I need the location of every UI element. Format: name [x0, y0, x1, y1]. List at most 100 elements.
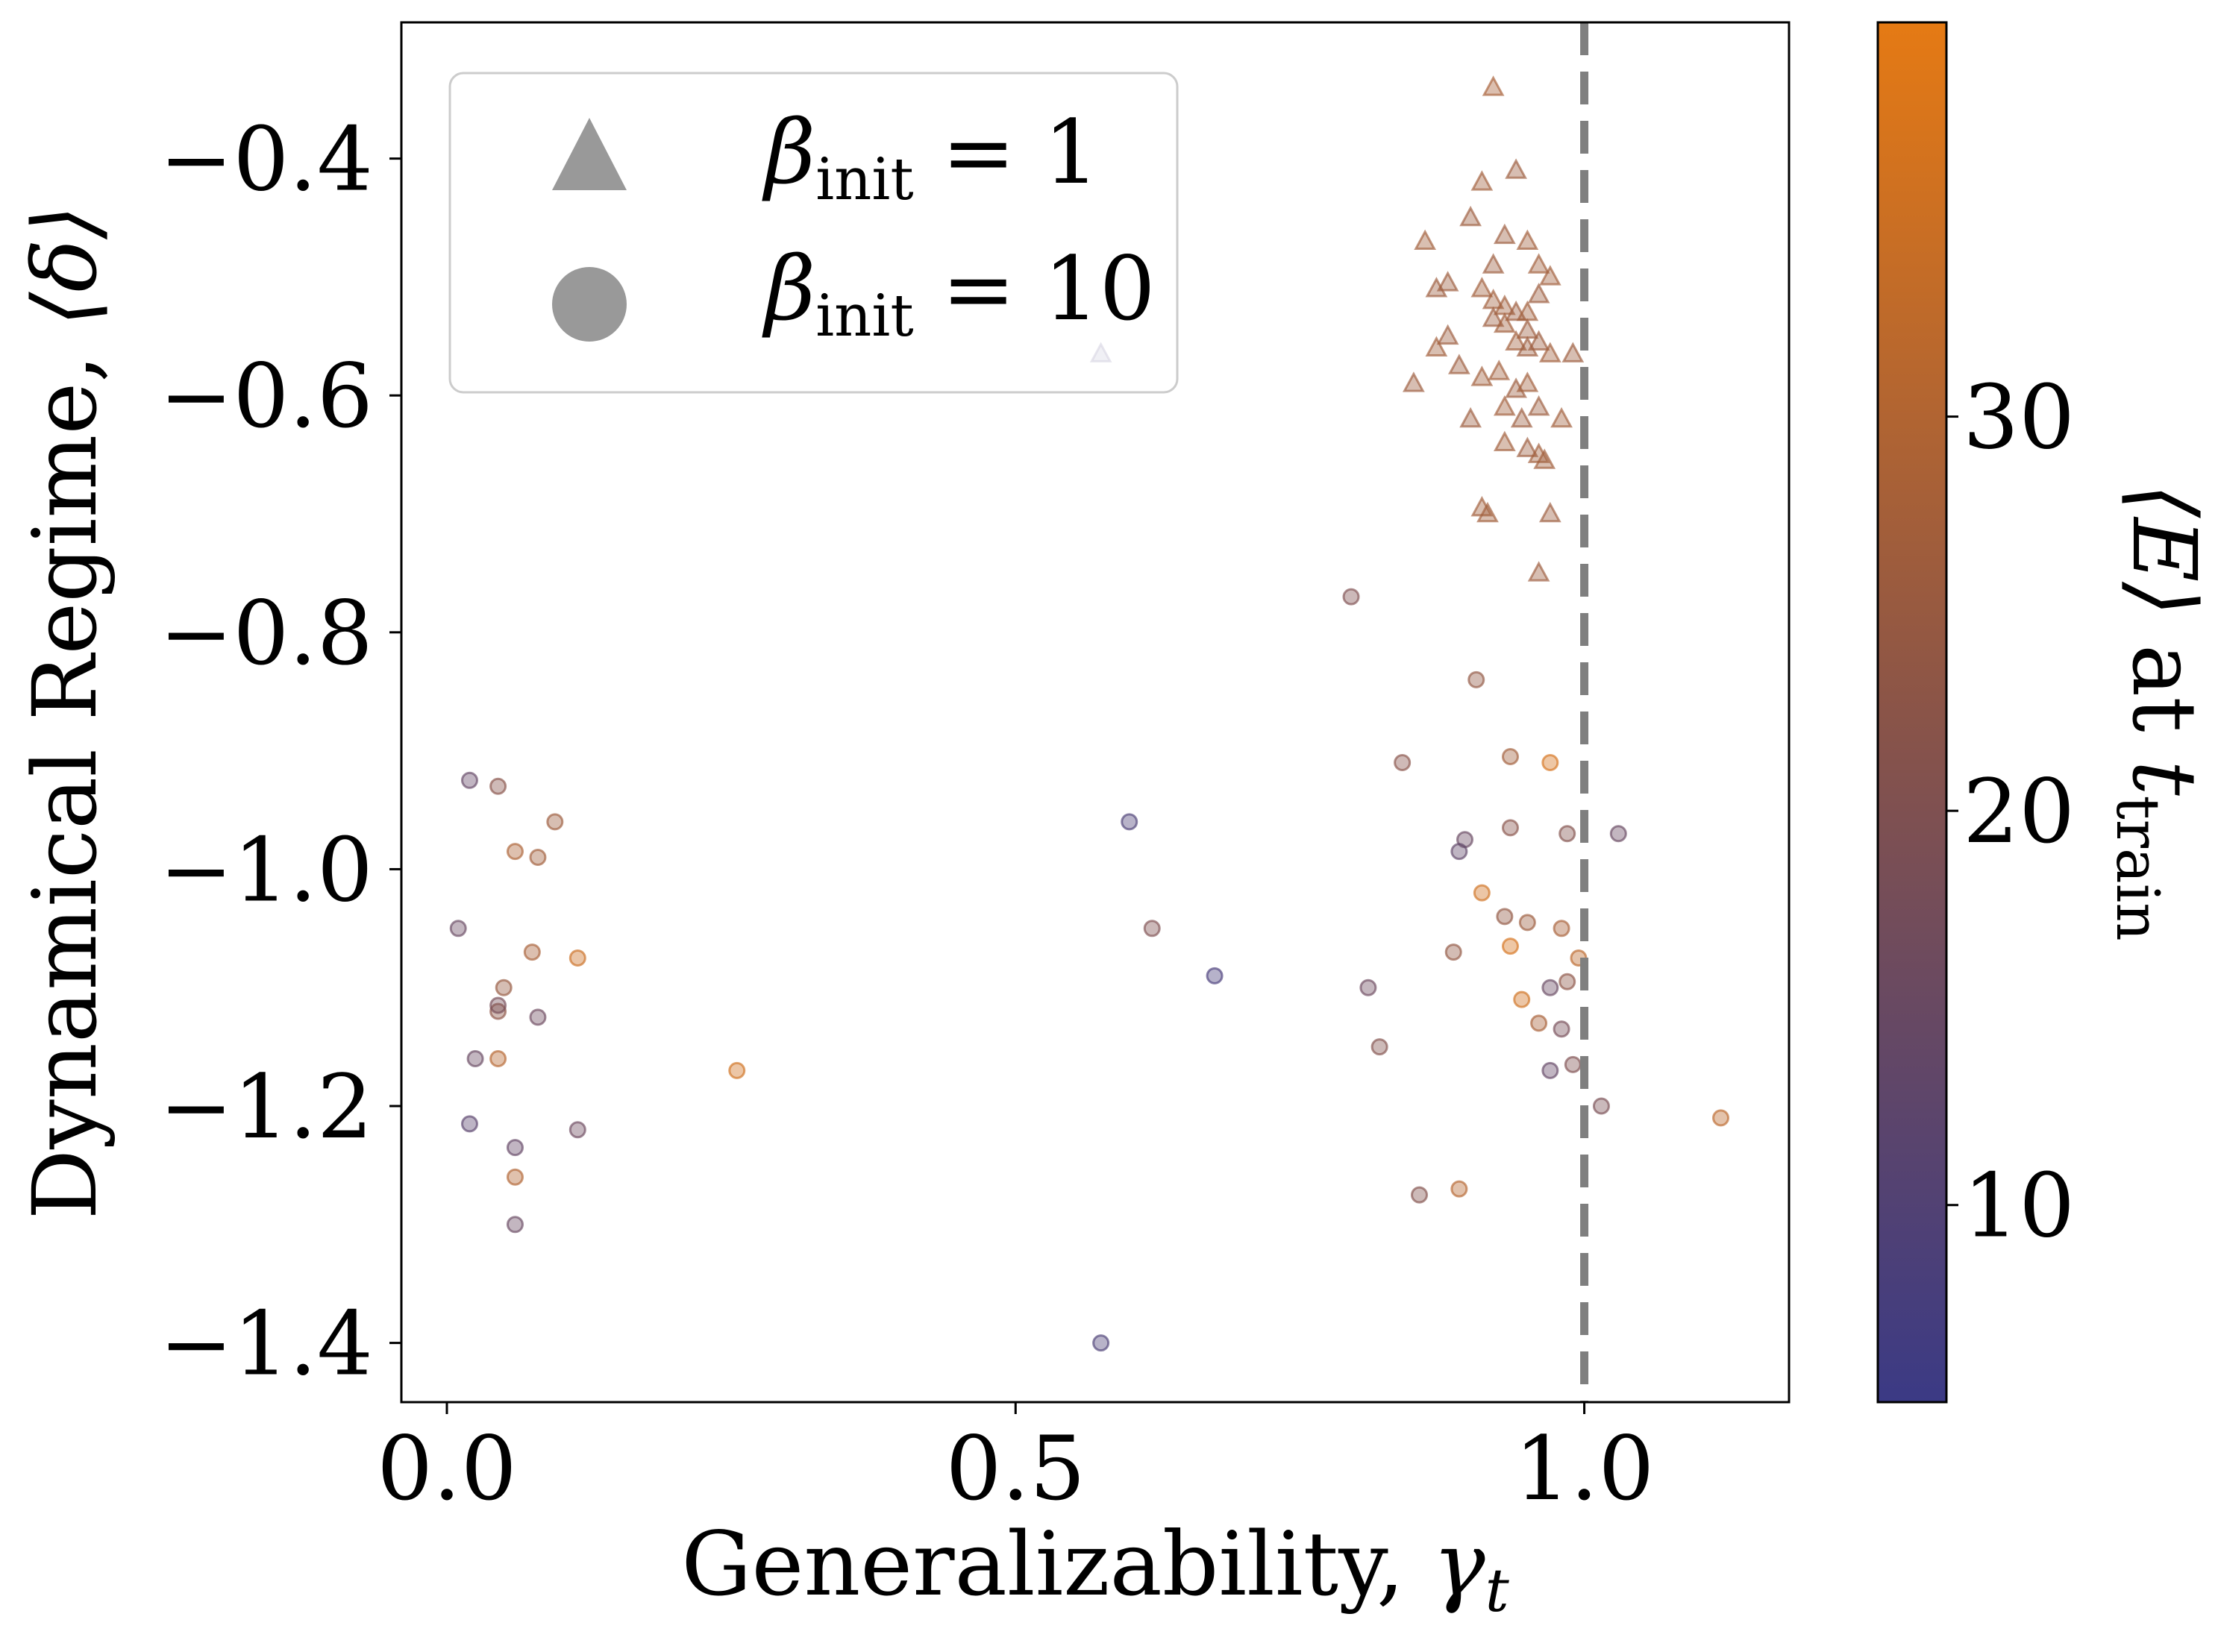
circle-point-27	[1359, 979, 1377, 996]
triangle-point-22	[1505, 330, 1527, 351]
colorbar-ticks: 10 20 30	[1946, 366, 2075, 1257]
x-tick-label: 0.5	[945, 1417, 1085, 1520]
triangle-point-13	[1527, 283, 1550, 304]
circle-point-37	[1609, 825, 1627, 843]
y-tick-label: −1.0	[159, 818, 373, 921]
circle-point-7	[568, 949, 586, 967]
triangle-point-3	[1459, 205, 1482, 227]
legend-label-beta1: βinit = 1	[762, 101, 1100, 213]
legend-triangle-marker	[552, 118, 627, 190]
circle-point-14	[460, 1115, 478, 1133]
legend: βinit = 1 βinit = 10	[448, 72, 1179, 394]
data-points	[449, 75, 1730, 1352]
circle-point-53	[1712, 1109, 1730, 1127]
circle-point-3	[506, 843, 524, 861]
circle-point-10	[489, 996, 507, 1014]
triangle-point-46	[1527, 561, 1550, 582]
triangle-point-0	[1482, 75, 1505, 96]
triangle-point-39	[1493, 430, 1516, 451]
circle-point-17	[506, 1168, 524, 1186]
triangle-point-23	[1527, 330, 1550, 351]
triangle-point-28	[1447, 354, 1470, 374]
circle-point-11	[529, 1008, 547, 1026]
circle-point-13	[489, 1049, 507, 1067]
triangle-point-11	[1436, 271, 1459, 292]
triangle-point-26	[1538, 342, 1561, 362]
triangle-point-38	[1550, 406, 1573, 428]
circle-point-45	[1558, 973, 1576, 990]
triangle-point-6	[1516, 229, 1539, 251]
circle-point-32	[1541, 753, 1559, 771]
circle-point-25	[1394, 753, 1412, 771]
circle-point-22	[1206, 967, 1224, 984]
circle-point-4	[529, 849, 547, 867]
colorbar-tick-label: 30	[1963, 366, 2075, 469]
circle-point-35	[1501, 819, 1519, 837]
x-axis-label: Generalizability, γt	[681, 1513, 1509, 1625]
y-tick-label: −0.8	[159, 582, 373, 685]
y-tick-label: −0.6	[159, 345, 373, 447]
triangle-point-30	[1470, 365, 1494, 386]
circle-point-9	[489, 1002, 507, 1020]
x-tick-label: 0.0	[377, 1417, 517, 1520]
circle-point-51	[1541, 1061, 1559, 1079]
circle-point-47	[1513, 990, 1531, 1008]
circle-point-49	[1553, 1020, 1570, 1038]
circle-point-15	[568, 1121, 586, 1139]
colorbar-tick-label: 20	[1963, 760, 2075, 863]
triangle-point-34	[1527, 395, 1550, 416]
triangle-point-21	[1436, 324, 1459, 345]
triangle-point-2	[1470, 170, 1494, 191]
triangle-point-20	[1516, 318, 1539, 339]
circle-point-39	[1496, 908, 1514, 926]
circle-point-29	[1411, 1186, 1429, 1204]
circle-point-16	[506, 1139, 524, 1157]
circle-point-40	[1518, 914, 1536, 932]
circle-point-8	[495, 979, 513, 996]
y-tick-label: −1.2	[159, 1055, 373, 1158]
triangle-point-25	[1516, 336, 1539, 357]
circle-point-36	[1558, 825, 1576, 843]
triangle-point-29	[1488, 359, 1511, 380]
circle-point-50	[1564, 1055, 1582, 1073]
triangle-point-18	[1482, 306, 1505, 327]
triangle-point-32	[1403, 371, 1425, 392]
circle-point-23	[1092, 1334, 1110, 1352]
circle-point-2	[546, 813, 564, 831]
circle-point-26	[1467, 670, 1485, 688]
x-tick-label: 1.0	[1514, 1417, 1655, 1520]
y-axis-label: Dynamical Regime, ⟨δ⟩	[13, 205, 116, 1220]
x-axis-ticks: 0.0 0.5 1.0	[377, 1402, 1654, 1520]
triangle-point-40	[1516, 436, 1539, 457]
circle-point-52	[1592, 1097, 1610, 1115]
triangle-point-12	[1470, 277, 1494, 298]
legend-circle-marker	[552, 267, 627, 342]
circle-point-28	[1370, 1038, 1388, 1056]
circle-point-48	[1530, 1014, 1548, 1032]
circle-point-46	[1541, 979, 1559, 996]
circle-point-42	[1501, 938, 1519, 955]
triangle-point-8	[1527, 253, 1550, 274]
triangle-point-24	[1425, 336, 1448, 357]
circle-point-18	[506, 1216, 524, 1234]
triangle-point-35	[1493, 395, 1516, 416]
triangle-point-19	[1493, 312, 1516, 333]
triangle-point-44	[1476, 501, 1499, 523]
circle-point-20	[1121, 813, 1138, 831]
triangle-point-42	[1533, 448, 1556, 469]
triangle-point-33	[1516, 371, 1539, 392]
circle-point-1	[489, 777, 507, 795]
legend-label-beta10: βinit = 10	[762, 237, 1156, 350]
y-tick-label: −0.4	[159, 108, 373, 211]
triangle-point-45	[1538, 501, 1561, 523]
plot-frame	[400, 21, 1791, 1404]
triangle-point-9	[1538, 265, 1561, 286]
colorbar-label: ⟨E⟩ at ttrain	[2103, 483, 2216, 941]
circle-point-34	[1450, 843, 1468, 861]
triangle-point-7	[1482, 253, 1505, 274]
triangle-point-1	[1505, 158, 1527, 179]
circle-point-0	[460, 771, 478, 789]
triangle-point-37	[1510, 406, 1533, 428]
triangle-point-27	[1561, 342, 1585, 362]
